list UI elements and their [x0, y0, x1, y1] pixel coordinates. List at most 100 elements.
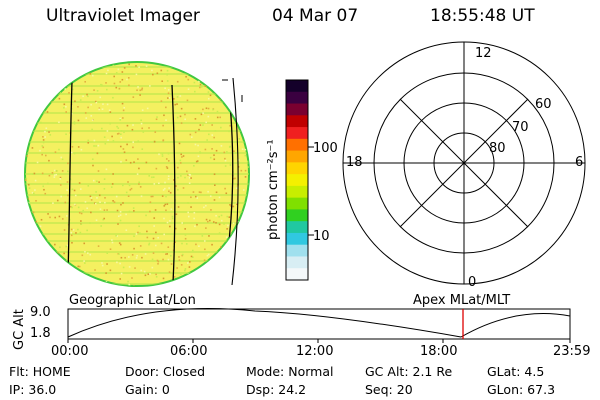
disc-speckle [90, 115, 93, 117]
disc-speckle [151, 73, 154, 76]
disc-speckle [227, 70, 229, 72]
disc-speckle [181, 156, 183, 158]
disc-speckle [187, 202, 189, 204]
disc-speckle [153, 183, 156, 185]
disc-speckle [115, 195, 118, 198]
disc-speckle [128, 283, 131, 286]
disc-speckle [38, 113, 41, 116]
disc-speckle [230, 280, 233, 283]
disc-speckle [180, 153, 183, 156]
disc-speckle [244, 253, 247, 256]
polar-label-70: 70 [512, 120, 529, 135]
disc-speckle [202, 124, 204, 126]
disc-speckle [154, 244, 157, 247]
disc-speckle [32, 100, 35, 103]
colorbar-unit-label: photon cm⁻²s⁻¹ [266, 139, 281, 240]
disc-speckle [28, 244, 31, 247]
disc-speckle [113, 75, 116, 78]
disc-speckle [167, 246, 170, 248]
disc-speckle [227, 282, 229, 285]
disc-streak [25, 202, 249, 204]
disc-speckle [56, 199, 59, 202]
disc-speckle [66, 189, 68, 191]
disc-speckle [66, 181, 69, 183]
disc-speckle [68, 92, 70, 94]
disc-speckle [208, 219, 211, 222]
disc-speckle [99, 96, 102, 99]
disc-streak [25, 183, 249, 185]
colorbar-segment [286, 244, 308, 257]
disc-speckle [230, 111, 233, 113]
colorbar-tick-100: 100 [313, 141, 338, 156]
disc-speckle [143, 270, 146, 273]
disc-speckle [113, 82, 116, 85]
disc-speckle [190, 255, 193, 258]
disc-speckle [223, 246, 225, 249]
disc-speckle [141, 87, 144, 90]
disc-speckle [79, 231, 82, 234]
disc-speckle [209, 79, 211, 82]
disc-speckle [125, 159, 128, 161]
disc-speckle [209, 195, 212, 198]
disc-speckle [87, 95, 89, 98]
disc-speckle [193, 164, 195, 167]
disc-speckle [104, 201, 106, 204]
gc-plot-right-title: Apex MLat/MLT [413, 293, 511, 308]
polar-label-18: 18 [346, 155, 363, 170]
disc-speckle [30, 255, 33, 258]
disc-speckle [128, 184, 131, 187]
disc-speckle [242, 282, 245, 284]
disc-speckle [129, 189, 132, 191]
disc-speckle [185, 75, 187, 78]
disc-speckle [164, 181, 166, 184]
disc-speckle [128, 256, 130, 258]
disc-speckle [200, 113, 203, 116]
info-gcalt: GC Alt: 2.1 Re [365, 364, 453, 379]
disc-speckle [87, 185, 90, 187]
disc-streak [25, 173, 249, 175]
disc-speckle [70, 231, 73, 234]
disc-speckle [25, 127, 28, 129]
disc-speckle [215, 221, 217, 224]
disc-speckle [91, 119, 94, 121]
disc-speckle [210, 276, 212, 279]
disc-speckle [153, 140, 156, 142]
disc-speckle [101, 264, 104, 267]
disc-speckle [227, 224, 229, 227]
disc-speckle [167, 89, 170, 91]
disc-speckle [196, 269, 199, 271]
disc-speckle [131, 254, 134, 256]
disc-speckle [212, 108, 214, 111]
disc-speckle [194, 143, 197, 146]
disc-speckle [220, 246, 222, 249]
disc-speckle [198, 80, 200, 83]
disc-speckle [54, 243, 56, 246]
colorbar-segment [286, 256, 308, 269]
disc-speckle [153, 217, 156, 219]
disc-speckle [181, 242, 183, 245]
disc-speckle [248, 223, 249, 226]
disc-speckle [59, 176, 62, 179]
disc-speckle [53, 96, 55, 99]
disc-speckle [46, 111, 49, 113]
disc-speckle [48, 174, 51, 177]
disc-speckle [28, 247, 30, 250]
disc-speckle [121, 71, 124, 73]
disc-speckle [77, 146, 80, 148]
disc-speckle [187, 88, 190, 90]
disc-speckle [165, 253, 167, 255]
disc-speckle [163, 233, 165, 236]
disc-speckle [59, 72, 61, 74]
disc-speckle [160, 69, 163, 72]
disc-speckle [36, 62, 39, 64]
disc-speckle [109, 111, 112, 113]
disc-speckle [59, 184, 62, 186]
time-label: 18:55:48 UT [430, 6, 535, 26]
disc-speckle [95, 191, 97, 193]
disc-speckle [77, 119, 80, 122]
disc-speckle [122, 109, 125, 112]
disc-speckle [64, 88, 67, 90]
disc-speckle [95, 101, 98, 104]
disc-speckle [40, 218, 43, 221]
disc-speckle [101, 286, 103, 288]
